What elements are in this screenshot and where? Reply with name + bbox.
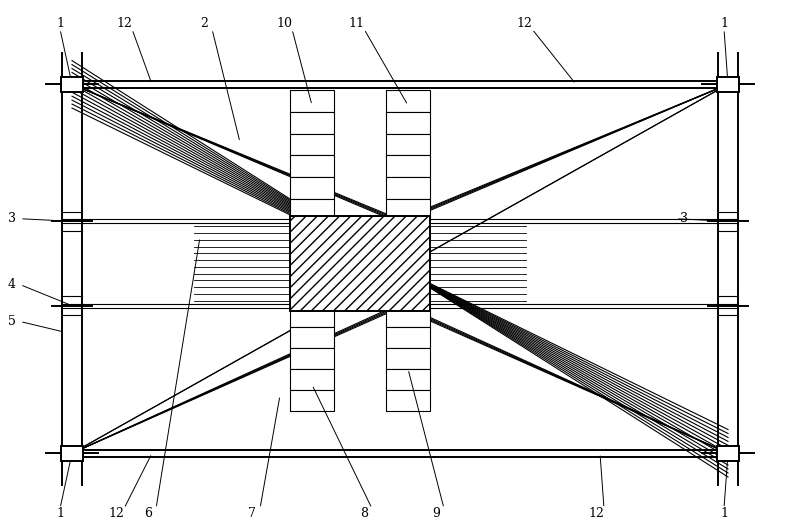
Bar [290,199,334,221]
Text: 3: 3 [680,212,688,225]
Bar [717,446,739,461]
Bar [386,306,430,327]
Text: 1: 1 [56,17,64,30]
Bar [386,327,430,348]
Bar [386,90,430,112]
Bar [386,199,430,221]
Text: 1: 1 [720,508,728,520]
Bar [386,178,430,199]
Bar [61,77,83,92]
Text: 4: 4 [8,278,16,291]
Bar [290,369,334,390]
Bar [290,112,334,133]
Text: 1: 1 [56,508,64,520]
Bar [290,155,334,178]
Text: 12: 12 [116,17,132,30]
Text: 7: 7 [248,508,256,520]
Bar [290,133,334,155]
Text: 12: 12 [516,17,532,30]
Bar [386,133,430,155]
Bar [290,327,334,348]
Bar [290,306,334,327]
Bar [386,390,430,411]
Text: 3: 3 [8,212,16,225]
Text: 5: 5 [8,315,16,328]
Text: 8: 8 [360,508,368,520]
Text: 11: 11 [348,17,364,30]
Text: 12: 12 [108,508,124,520]
Bar [290,90,334,112]
Bar [717,77,739,92]
Text: 6: 6 [144,508,152,520]
Bar [386,369,430,390]
Text: 1: 1 [720,17,728,30]
Bar [290,390,334,411]
Text: 10: 10 [276,17,292,30]
Bar [290,216,430,311]
Bar [290,348,334,369]
Text: 9: 9 [432,508,440,520]
Bar [386,155,430,178]
Bar [290,178,334,199]
Bar [386,112,430,133]
Bar [61,446,83,461]
Bar [386,348,430,369]
Bar [290,216,430,311]
Text: 2: 2 [200,17,208,30]
Text: 12: 12 [588,508,604,520]
